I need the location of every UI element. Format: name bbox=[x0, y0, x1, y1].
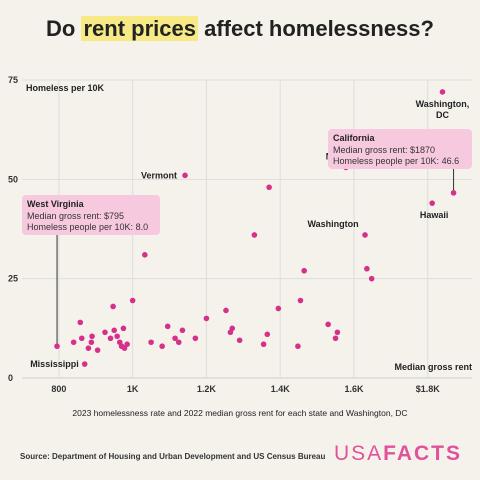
point-label-hawaii: Hawaii bbox=[420, 210, 449, 220]
data-point bbox=[85, 345, 92, 352]
chart-caption: 2023 homelessness rate and 2022 median g… bbox=[72, 408, 407, 418]
data-point bbox=[159, 343, 165, 350]
y-tick-label: 75 bbox=[8, 75, 18, 85]
point-label-washington: Washington bbox=[307, 219, 358, 229]
data-point bbox=[94, 347, 101, 353]
title-suffix: affect homelessness? bbox=[197, 16, 434, 41]
data-point bbox=[264, 331, 271, 338]
data-point bbox=[223, 307, 229, 314]
data-point bbox=[364, 265, 370, 272]
x-tick-label: 1K bbox=[127, 384, 139, 394]
data-point-west-virginia bbox=[54, 343, 60, 350]
x-tick-label: 1.4K bbox=[271, 384, 291, 394]
data-point bbox=[77, 319, 84, 326]
data-point bbox=[236, 337, 243, 344]
logo-facts: FACTS bbox=[383, 442, 462, 465]
data-point bbox=[110, 303, 116, 310]
logo-usa: USA bbox=[333, 442, 384, 465]
data-point bbox=[120, 325, 127, 332]
data-point bbox=[266, 184, 272, 191]
data-point bbox=[78, 335, 85, 342]
point-label-washington-dc: Washington, DC bbox=[416, 99, 470, 120]
scatter-chart: 0 25 50 75 800 1K 1.2K 1.4K 1.6K $1.8K Homeless p… bbox=[8, 75, 472, 418]
point-label-mississippi: Mississippi bbox=[30, 359, 79, 369]
source-note: Source: Department of Housing and Urban … bbox=[20, 452, 326, 461]
data-point-vermont bbox=[182, 172, 188, 179]
data-point bbox=[111, 327, 118, 334]
point-label-vermont: Vermont bbox=[141, 170, 177, 180]
data-point bbox=[148, 339, 154, 346]
data-point bbox=[203, 315, 210, 322]
x-tick-label: 1.2K bbox=[197, 384, 217, 394]
data-point-hawaii bbox=[429, 200, 435, 206]
data-point bbox=[192, 335, 199, 342]
data-point bbox=[172, 335, 178, 342]
callout-line: Median gross rent: $795 bbox=[27, 211, 124, 221]
tick-labels: 0 25 50 75 800 1K 1.2K 1.4K 1.6K $1.8K bbox=[8, 75, 440, 394]
data-point bbox=[175, 339, 182, 346]
callout-line: Homeless people per 10K: 46.6 bbox=[333, 156, 459, 166]
title-prefix: Do bbox=[46, 16, 82, 41]
data-point bbox=[297, 297, 304, 304]
chart-title: Do rent prices affect homelessness? bbox=[0, 16, 480, 42]
data-point bbox=[164, 323, 171, 330]
callout-title: California bbox=[333, 133, 376, 143]
x-tick-label: $1.8K bbox=[416, 384, 441, 394]
y-tick-label: 25 bbox=[8, 274, 18, 284]
data-point bbox=[229, 325, 236, 332]
data-point bbox=[179, 327, 186, 334]
data-point-washington-dc bbox=[439, 89, 446, 95]
axis-labels: Homeless per 10K Median gross rent 2023 … bbox=[26, 83, 472, 418]
callout-box bbox=[328, 129, 472, 169]
data-points bbox=[54, 89, 457, 367]
y-tick-label: 0 bbox=[8, 373, 13, 383]
y-axis-label: Homeless per 10K bbox=[26, 83, 105, 93]
title-highlight: rent prices bbox=[81, 16, 198, 41]
data-point bbox=[260, 341, 267, 348]
y-tick-label: 50 bbox=[8, 174, 18, 184]
callout-west-virginia: West Virginia Median gross rent: $795Home… bbox=[22, 195, 160, 235]
data-point-washington bbox=[362, 232, 368, 238]
data-point bbox=[124, 341, 130, 348]
callout-box bbox=[22, 195, 160, 235]
data-point bbox=[121, 345, 128, 352]
data-point bbox=[89, 333, 95, 340]
usafacts-logo: USAFACTS bbox=[334, 442, 462, 466]
data-point bbox=[102, 329, 108, 336]
data-point bbox=[368, 275, 375, 282]
callout-leaders bbox=[56, 169, 455, 347]
data-point bbox=[70, 339, 77, 346]
data-point bbox=[129, 297, 136, 304]
data-point bbox=[325, 321, 331, 328]
data-point bbox=[251, 232, 258, 238]
x-tick-label: 800 bbox=[51, 384, 66, 394]
data-point bbox=[275, 305, 282, 312]
x-tick-label: 1.6K bbox=[344, 384, 364, 394]
callout-line: Homeless people per 10K: 8.0 bbox=[27, 222, 148, 232]
data-point bbox=[114, 333, 120, 340]
data-point bbox=[295, 343, 301, 350]
data-point bbox=[142, 252, 148, 258]
data-point bbox=[301, 267, 307, 274]
callout-title: West Virginia bbox=[27, 199, 85, 209]
callout-california: California Median gross rent: $1870Homele… bbox=[328, 129, 472, 169]
data-point bbox=[88, 339, 95, 346]
data-point bbox=[107, 335, 114, 342]
data-point bbox=[334, 329, 341, 336]
data-point-mississippi bbox=[81, 361, 88, 367]
data-point bbox=[332, 335, 339, 342]
data-point-california bbox=[450, 190, 457, 196]
x-axis-label: Median gross rent bbox=[394, 362, 472, 372]
callout-line: Median gross rent: $1870 bbox=[333, 145, 435, 155]
